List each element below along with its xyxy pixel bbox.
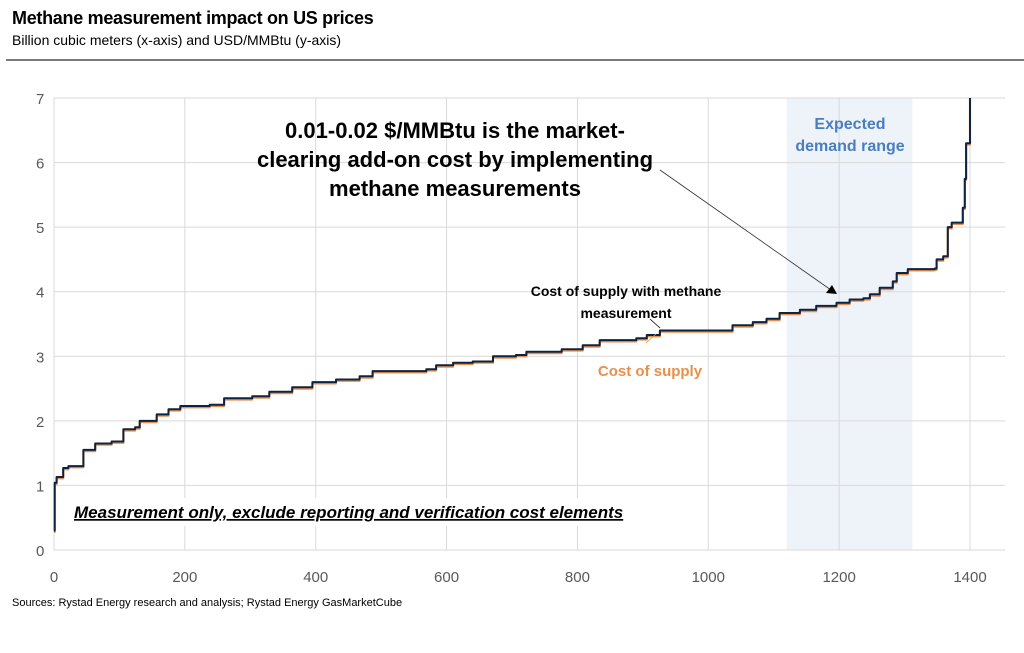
measurement-leader-line xyxy=(649,318,661,329)
grid xyxy=(53,97,1005,551)
expected-demand-band xyxy=(786,98,913,550)
annotation-arrowhead xyxy=(826,285,837,294)
y-tick-label: 6 xyxy=(36,156,44,173)
demand-range-label-2: demand range xyxy=(795,138,904,155)
x-tick-label: 200 xyxy=(172,569,197,586)
scope-note: Measurement only, exclude reporting and … xyxy=(74,503,623,522)
x-tick-label: 1000 xyxy=(692,569,725,586)
y-tick-label: 2 xyxy=(36,414,44,431)
main-annotation-line-2: clearing add-on cost by implementing xyxy=(257,147,653,172)
x-tick-label: 0 xyxy=(50,569,58,586)
y-tick-label: 1 xyxy=(36,478,44,495)
x-tick-label: 1400 xyxy=(953,569,986,586)
series-lines xyxy=(53,98,972,533)
measurement-series-label-1: Cost of supply with methane xyxy=(531,283,722,299)
main-annotation-line-3: methane measurements xyxy=(329,176,581,201)
supply-series-label: Cost of supply xyxy=(598,363,703,380)
supply-leader-line xyxy=(645,333,657,344)
measurement-series-label-2: measurement xyxy=(580,305,671,321)
title-divider xyxy=(6,59,1024,61)
y-tick-label: 0 xyxy=(36,543,44,560)
x-tick-label: 400 xyxy=(303,569,328,586)
y-tick-label: 5 xyxy=(36,220,44,237)
chart-title: Methane measurement impact on US prices xyxy=(12,8,374,28)
tick-labels: 0 1 2 3 4 5 6 7 0 200 400 600 800 1000 1200 1400 xyxy=(36,91,987,586)
y-tick-label: 7 xyxy=(36,91,44,108)
source-note: Sources: Rystad Energy research and anal… xyxy=(12,597,403,609)
x-tick-label: 1200 xyxy=(822,569,855,586)
y-tick-label: 4 xyxy=(36,285,44,302)
annotation-arrow xyxy=(659,169,832,291)
x-tick-label: 600 xyxy=(434,569,459,586)
note-background xyxy=(70,498,696,526)
chart-subtitle: Billion cubic meters (x-axis) and USD/MM… xyxy=(12,32,342,48)
cost-with-measurement-line xyxy=(53,98,971,532)
x-tick-label: 800 xyxy=(565,569,590,586)
demand-range-label-1: Expected xyxy=(814,116,885,133)
y-tick-label: 3 xyxy=(36,349,44,366)
main-annotation-line-1: 0.01-0.02 $/MMBtu is the market- xyxy=(285,118,625,143)
